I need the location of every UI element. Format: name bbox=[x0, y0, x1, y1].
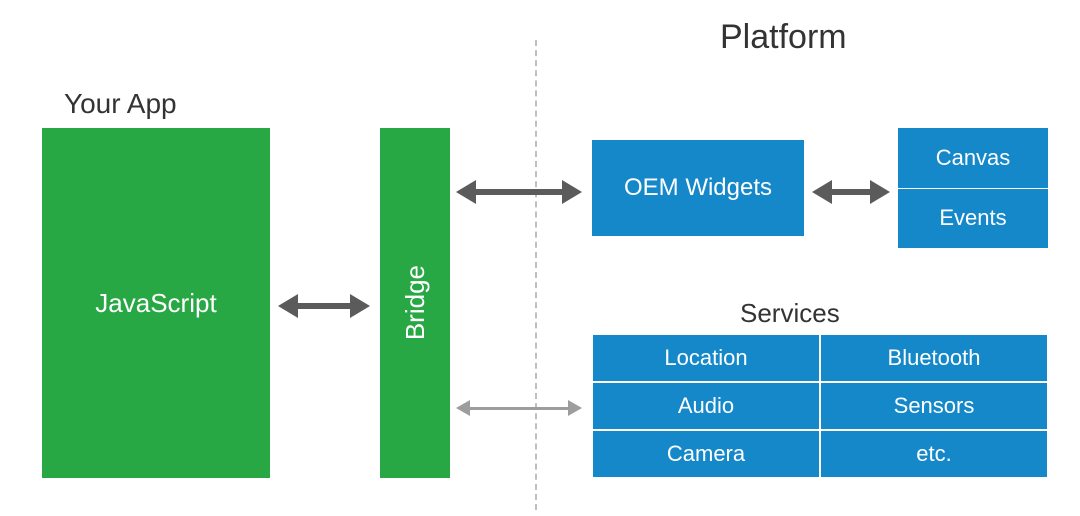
your-app-heading: Your App bbox=[64, 88, 177, 120]
arrow-shaft bbox=[298, 303, 350, 309]
arrow-head-left-icon bbox=[456, 400, 470, 416]
service-bluetooth: Bluetooth bbox=[820, 334, 1048, 382]
bridge-box: Bridge bbox=[380, 128, 450, 478]
service-location: Location bbox=[592, 334, 820, 382]
arrow-head-right-icon bbox=[568, 400, 582, 416]
oem-widgets-box: OEM Widgets bbox=[592, 140, 804, 236]
platform-heading: Platform bbox=[720, 18, 847, 57]
javascript-label: JavaScript bbox=[95, 288, 216, 319]
arrow-bridge-oem bbox=[456, 180, 582, 204]
arrow-shaft bbox=[470, 407, 568, 410]
arrow-bridge-services bbox=[456, 400, 582, 416]
canvas-cell: Canvas bbox=[898, 128, 1048, 188]
arrow-head-left-icon bbox=[456, 180, 476, 204]
canvas-events-stack: Canvas Events bbox=[898, 128, 1048, 248]
arrow-head-left-icon bbox=[812, 180, 832, 204]
service-camera: Camera bbox=[592, 430, 820, 478]
arrow-head-right-icon bbox=[870, 180, 890, 204]
oem-widgets-label: OEM Widgets bbox=[624, 174, 772, 202]
services-grid: Location Bluetooth Audio Sensors Camera … bbox=[592, 334, 1048, 478]
arrow-js-bridge bbox=[278, 294, 370, 318]
arrow-oem-canvas bbox=[812, 180, 890, 204]
service-sensors: Sensors bbox=[820, 382, 1048, 430]
events-cell: Events bbox=[898, 188, 1048, 249]
vertical-divider bbox=[535, 40, 537, 510]
services-heading: Services bbox=[740, 298, 840, 329]
arrow-shaft bbox=[832, 189, 870, 195]
arrow-head-right-icon bbox=[350, 294, 370, 318]
javascript-box: JavaScript bbox=[42, 128, 270, 478]
service-etc: etc. bbox=[820, 430, 1048, 478]
service-audio: Audio bbox=[592, 382, 820, 430]
arrow-shaft bbox=[476, 189, 562, 195]
arrow-head-right-icon bbox=[562, 180, 582, 204]
bridge-label: Bridge bbox=[400, 265, 431, 340]
arrow-head-left-icon bbox=[278, 294, 298, 318]
